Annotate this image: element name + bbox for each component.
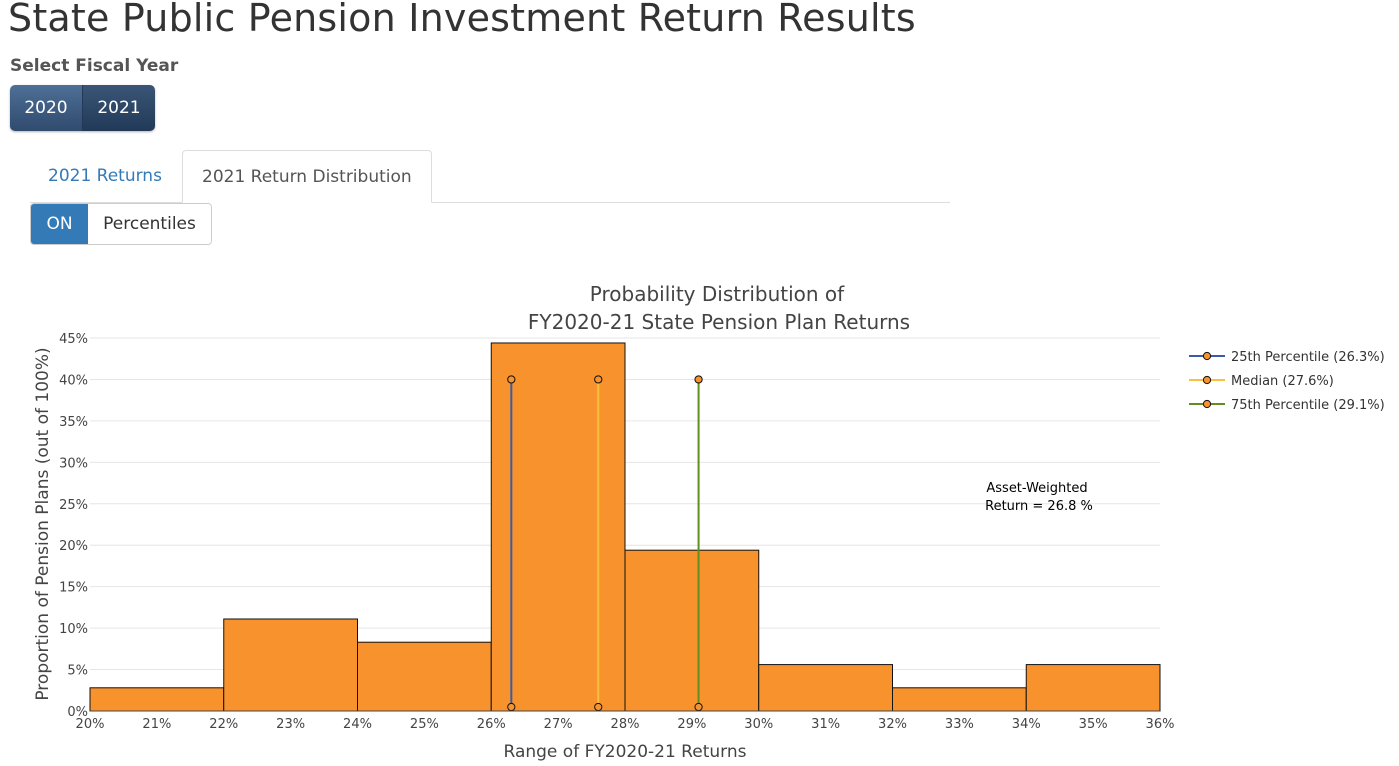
- histogram-bar: [223, 618, 358, 712]
- page-title: State Public Pension Investment Return R…: [8, 0, 916, 40]
- percentile-marker-bottom: [507, 702, 516, 712]
- y-tick-label: 15%: [59, 581, 88, 596]
- fiscal-year-label: Select Fiscal Year: [10, 56, 179, 76]
- tab-return-distribution[interactable]: 2021 Return Distribution: [182, 150, 432, 203]
- y-tick-label: 0%: [67, 705, 88, 720]
- x-tick-label: 31%: [811, 717, 840, 732]
- x-tick-label: 27%: [544, 717, 573, 732]
- chart-title-line-1: Probability Distribution of: [590, 282, 845, 306]
- x-tick-label: 20%: [76, 717, 105, 732]
- legend-entry: 25th Percentile (26.3%): [1231, 350, 1385, 365]
- chart-title-line-2: FY2020-21 State Pension Plan Returns: [528, 310, 910, 334]
- x-tick-label: 26%: [477, 717, 506, 732]
- x-axis-ticks: 20% 21% 22% 23% 24% 25% 26% 27% 28% 29% 30% 31% 32% 3…: [76, 717, 1175, 732]
- histogram-bars: [89, 342, 1161, 712]
- legend-swatch-marker: [1202, 375, 1212, 385]
- annotation-line-1: Asset-Weighted: [986, 481, 1087, 496]
- legend-swatch-marker: [1202, 351, 1212, 361]
- y-tick-label: 45%: [59, 332, 88, 347]
- histogram-bar: [89, 687, 225, 712]
- y-axis-label: Proportion of Pension Plans (out of 100%…: [33, 347, 53, 700]
- x-tick-label: 33%: [945, 717, 974, 732]
- y-tick-label: 40%: [59, 373, 88, 388]
- histogram-bar: [357, 641, 492, 712]
- percentile-marker-bottom: [694, 702, 703, 712]
- histogram-bar: [1025, 664, 1161, 712]
- y-tick-label: 20%: [59, 539, 88, 554]
- toggle-percentiles-label[interactable]: Percentiles: [88, 204, 211, 244]
- x-tick-label: 35%: [1079, 717, 1108, 732]
- histogram-bar: [490, 342, 626, 712]
- legend-entry: 75th Percentile (29.1%): [1231, 398, 1385, 413]
- legend-swatch-marker: [1202, 399, 1212, 409]
- year-button-2020[interactable]: 2020: [10, 85, 83, 131]
- histogram-bar: [758, 664, 893, 712]
- distribution-chart: Probability Distribution of FY2020-21 St…: [33, 282, 1385, 762]
- y-tick-label: 30%: [59, 456, 88, 471]
- x-tick-label: 28%: [611, 717, 640, 732]
- x-tick-label: 25%: [410, 717, 439, 732]
- histogram-bar: [624, 549, 760, 712]
- x-tick-label: 30%: [744, 717, 773, 732]
- x-axis-label: Range of FY2020-21 Returns: [504, 742, 747, 762]
- legend-entry: Median (27.6%): [1231, 374, 1334, 389]
- chart-legend: 25th Percentile (26.3%) Median (27.6%) 75t…: [1189, 350, 1385, 413]
- fiscal-year-button-group: 2020 2021: [10, 85, 155, 131]
- x-tick-label: 36%: [1146, 717, 1175, 732]
- annotation-line-2: Return = 26.8 %: [985, 499, 1093, 514]
- y-tick-label: 10%: [59, 622, 88, 637]
- percentile-marker-bottom: [594, 702, 603, 712]
- year-button-2021[interactable]: 2021: [83, 85, 155, 131]
- histogram-bar: [892, 687, 1027, 712]
- toggle-on-state[interactable]: ON: [31, 204, 88, 244]
- x-tick-label: 29%: [677, 717, 706, 732]
- y-tick-label: 5%: [67, 664, 88, 679]
- x-tick-label: 22%: [209, 717, 238, 732]
- tab-returns[interactable]: 2021 Returns: [48, 165, 162, 186]
- y-tick-label: 25%: [59, 498, 88, 513]
- percentile-marker-top: [694, 375, 703, 384]
- x-tick-label: 32%: [878, 717, 907, 732]
- x-tick-label: 21%: [142, 717, 171, 732]
- x-tick-label: 24%: [343, 717, 372, 732]
- y-tick-label: 35%: [59, 415, 88, 430]
- percentile-lines: [507, 375, 703, 712]
- percentile-marker-top: [594, 375, 603, 384]
- x-tick-label: 34%: [1012, 717, 1041, 732]
- x-tick-label: 23%: [276, 717, 305, 732]
- percentiles-toggle[interactable]: ON Percentiles: [30, 203, 212, 245]
- percentile-marker-top: [507, 375, 516, 384]
- tab-bar: 2021 Returns 2021 Return Distribution: [30, 150, 950, 203]
- y-axis-ticks: 0% 5% 10% 15% 20% 25% 30% 35% 40% 45%: [59, 332, 88, 720]
